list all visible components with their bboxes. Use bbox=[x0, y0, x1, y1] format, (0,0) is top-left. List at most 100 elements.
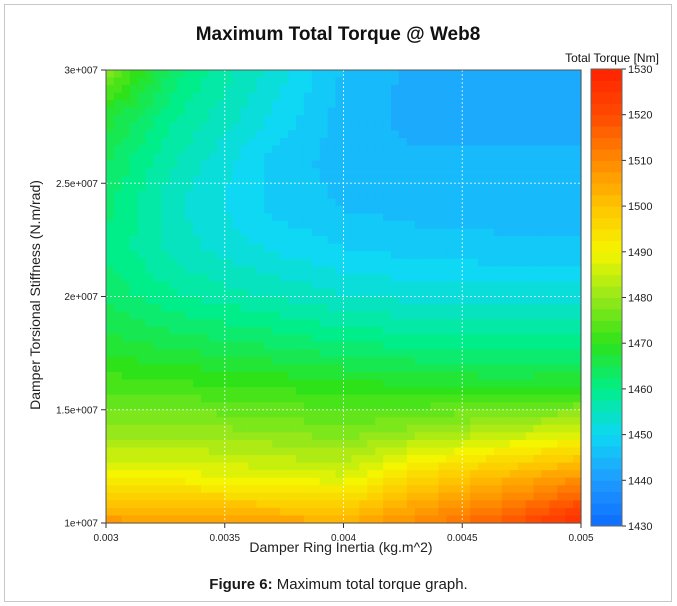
heatmap-cell bbox=[541, 92, 550, 101]
heatmap-cell bbox=[296, 243, 305, 252]
heatmap-cell bbox=[430, 341, 440, 350]
heatmap-cell bbox=[359, 455, 368, 464]
heatmap-cell bbox=[422, 137, 432, 147]
heatmap-cell bbox=[201, 92, 210, 101]
heatmap-cell bbox=[406, 447, 416, 456]
heatmap-cell bbox=[486, 349, 495, 358]
heatmap-cell bbox=[549, 145, 558, 154]
heatmap-cell bbox=[224, 409, 234, 418]
heatmap-cell bbox=[573, 281, 582, 290]
heatmap-cell bbox=[248, 477, 258, 486]
heatmap-cell bbox=[375, 115, 384, 124]
heatmap-cell bbox=[319, 137, 329, 147]
heatmap-cell bbox=[478, 213, 487, 222]
heatmap-cell bbox=[248, 455, 258, 464]
heatmap-cell bbox=[517, 319, 527, 328]
heatmap-cell bbox=[391, 273, 400, 282]
heatmap-cell bbox=[557, 251, 566, 260]
heatmap-cell bbox=[280, 236, 289, 245]
heatmap-cell bbox=[525, 334, 535, 343]
heatmap-cell bbox=[541, 319, 550, 328]
heatmap-cell bbox=[208, 334, 218, 343]
heatmap-cell bbox=[208, 364, 218, 373]
heatmap-cell bbox=[398, 251, 408, 260]
heatmap-cell bbox=[169, 92, 178, 101]
heatmap-cell bbox=[438, 183, 448, 192]
heatmap-cell bbox=[311, 515, 321, 524]
heatmap-cell bbox=[216, 311, 226, 320]
heatmap-cell bbox=[557, 394, 566, 403]
heatmap-cell bbox=[264, 432, 273, 441]
heatmap-cell bbox=[113, 492, 123, 501]
heatmap-cell bbox=[501, 107, 511, 116]
heatmap-cell bbox=[303, 349, 313, 358]
heatmap-cell bbox=[153, 70, 163, 79]
heatmap-cell bbox=[145, 402, 155, 411]
heatmap-cell bbox=[383, 304, 392, 313]
heatmap-cell bbox=[557, 462, 566, 471]
heatmap-cell bbox=[509, 394, 519, 403]
heatmap-cell bbox=[533, 288, 543, 298]
heatmap-cell bbox=[335, 205, 345, 215]
heatmap-cell bbox=[193, 455, 202, 464]
heatmap-cell bbox=[462, 409, 471, 418]
heatmap-cell bbox=[288, 205, 297, 215]
heatmap-cell bbox=[319, 356, 329, 366]
heatmap-cell bbox=[161, 319, 170, 328]
heatmap-cell bbox=[565, 273, 574, 282]
heatmap-cell bbox=[216, 266, 226, 275]
heatmap-cell bbox=[470, 198, 479, 207]
heatmap-cell bbox=[272, 183, 281, 192]
heatmap-cell bbox=[525, 175, 535, 184]
heatmap-cell bbox=[296, 168, 305, 177]
heatmap-cell bbox=[280, 258, 289, 267]
heatmap-cell bbox=[208, 175, 218, 184]
heatmap-cell bbox=[240, 341, 250, 350]
heatmap-cell bbox=[375, 273, 384, 282]
heatmap-cell bbox=[169, 273, 178, 282]
heatmap-cell bbox=[113, 319, 123, 328]
heatmap-cell bbox=[319, 349, 329, 358]
heatmap-cell bbox=[185, 228, 194, 237]
heatmap-cell bbox=[113, 190, 123, 199]
heatmap-cell bbox=[113, 364, 123, 373]
heatmap-cell bbox=[367, 205, 376, 215]
heatmap-cell bbox=[303, 387, 313, 396]
heatmap-cell bbox=[248, 356, 258, 366]
heatmap-cell bbox=[311, 205, 321, 215]
heatmap-cell bbox=[493, 402, 503, 411]
heatmap-cell bbox=[193, 334, 202, 343]
heatmap-cell bbox=[398, 77, 408, 86]
heatmap-cell bbox=[327, 92, 337, 101]
heatmap-cell bbox=[256, 183, 265, 192]
heatmap-cell bbox=[177, 243, 186, 252]
heatmap-cell bbox=[501, 137, 511, 147]
heatmap-cell bbox=[264, 447, 273, 456]
colorbar-swatch bbox=[591, 206, 622, 219]
heatmap-cell bbox=[462, 515, 471, 524]
heatmap-cell bbox=[462, 341, 471, 350]
heatmap-cell bbox=[478, 107, 487, 116]
y-tick-label: 1.5e+007 bbox=[56, 405, 98, 416]
heatmap-cell bbox=[121, 115, 131, 124]
heatmap-cell bbox=[153, 387, 163, 396]
heatmap-cell bbox=[383, 122, 392, 131]
heatmap-cell bbox=[533, 311, 543, 320]
colorbar-swatch bbox=[591, 103, 622, 116]
heatmap-cell bbox=[414, 432, 424, 441]
heatmap-cell bbox=[470, 432, 479, 441]
heatmap-cell bbox=[533, 107, 543, 116]
heatmap-cell bbox=[272, 326, 281, 335]
heatmap-cell bbox=[177, 296, 186, 305]
heatmap-cell bbox=[240, 477, 250, 486]
heatmap-cell bbox=[177, 130, 186, 139]
heatmap-cell bbox=[351, 122, 360, 131]
heatmap-cell bbox=[367, 122, 376, 131]
heatmap-cell bbox=[383, 288, 392, 298]
heatmap-cell bbox=[517, 341, 527, 350]
heatmap-cell bbox=[185, 107, 194, 116]
heatmap-cell bbox=[201, 243, 210, 252]
heatmap-cell bbox=[106, 394, 115, 403]
heatmap-cell bbox=[446, 288, 455, 298]
colorbar-tick-label: 1440 bbox=[628, 475, 652, 487]
